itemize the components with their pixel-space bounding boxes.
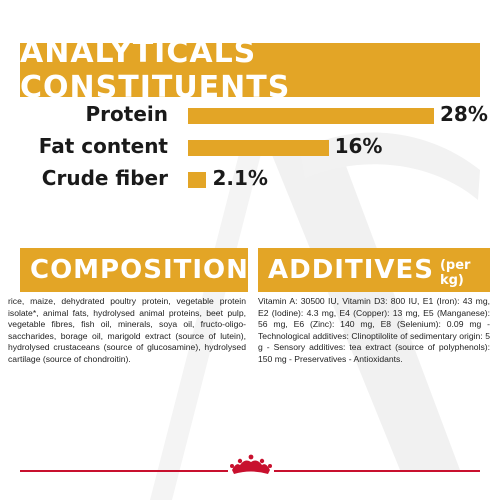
fat-content-bar	[188, 140, 329, 156]
additives-text: Vitamin A: 30500 IU, Vitamin D3: 800 IU,…	[258, 296, 490, 364]
fat-content-label: Fat content	[38, 134, 168, 158]
additives-subtitle: (per kg)	[439, 258, 471, 288]
crude-fiber-value: 2.1%	[212, 166, 268, 190]
crude-fiber-bar	[188, 172, 207, 188]
analytics-title: ANALYTICALS CONSTITUENTS	[20, 35, 291, 105]
composition-title: COMPOSITION	[30, 255, 249, 285]
analytics-title-banner: ANALYTICALS CONSTITUENTS	[20, 35, 480, 105]
protein-bar	[188, 108, 434, 124]
additives-title-banner: ADDITIVES (per kg)	[258, 248, 490, 292]
protein-value: 28%	[440, 102, 488, 126]
composition-text: rice, maize, dehydrated poultry protein,…	[8, 296, 246, 364]
additives-title: ADDITIVES	[268, 255, 434, 285]
crude-fiber-label: Crude fiber	[41, 166, 168, 190]
fat-content-value: 16%	[334, 134, 383, 158]
protein-label: Protein	[85, 102, 168, 126]
crown-icon	[228, 452, 274, 478]
composition-title-banner: COMPOSITION	[20, 248, 248, 292]
